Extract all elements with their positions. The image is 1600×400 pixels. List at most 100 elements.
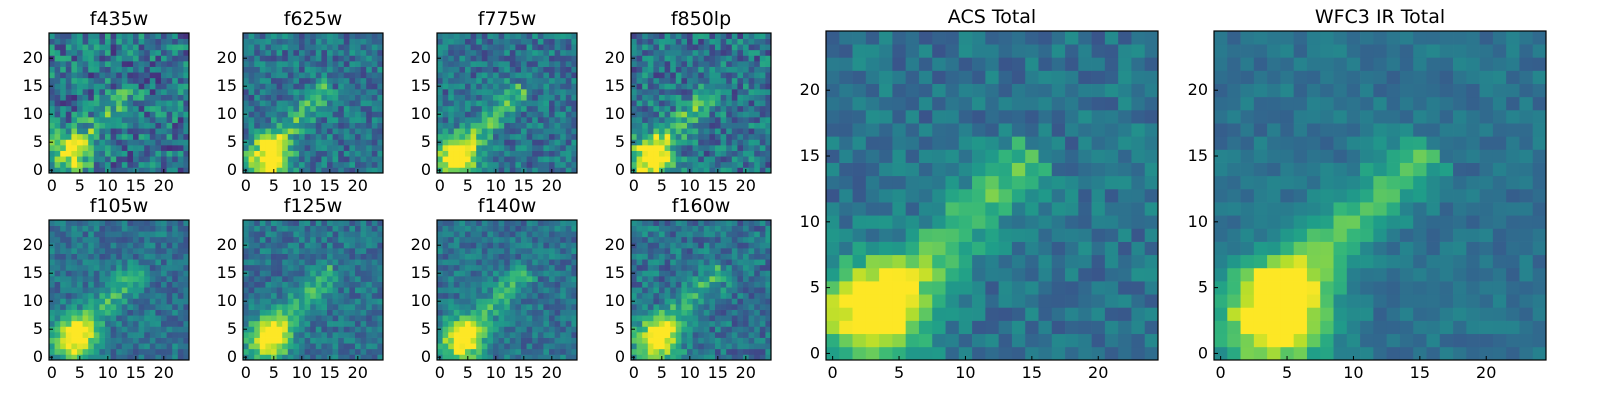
heatmap-cell xyxy=(371,259,378,266)
heatmap-cell xyxy=(754,298,761,305)
heatmap-cell xyxy=(287,270,294,277)
heatmap-cell xyxy=(565,287,572,294)
heatmap-cell xyxy=(144,343,151,350)
heatmap-cell xyxy=(82,128,89,135)
heatmap-cell xyxy=(720,94,727,101)
heatmap-cell xyxy=(338,89,345,95)
heatmap-cell xyxy=(754,167,761,174)
heatmap-cell xyxy=(481,225,488,232)
heatmap-cell xyxy=(664,332,671,338)
heatmap-cell xyxy=(554,128,561,135)
heatmap-cell xyxy=(731,287,738,294)
heatmap-cell xyxy=(371,337,378,344)
heatmap-cell xyxy=(459,61,466,67)
heatmap-cell xyxy=(515,38,522,45)
heatmap-cell xyxy=(647,44,654,51)
heatmap-cell xyxy=(532,49,539,56)
heatmap-cell xyxy=(498,332,505,338)
x-tick-label: 20 xyxy=(154,176,174,195)
heatmap-cell xyxy=(754,276,761,282)
heatmap-cell xyxy=(133,38,139,45)
heatmap-cell xyxy=(442,281,449,288)
heatmap-cell xyxy=(437,276,443,282)
heatmap-cell xyxy=(504,225,511,232)
heatmap-cell xyxy=(675,77,682,84)
heatmap-cell xyxy=(282,133,289,140)
heatmap-cell xyxy=(343,253,350,260)
heatmap-cell xyxy=(459,77,466,84)
heatmap-cell xyxy=(526,276,533,282)
heatmap-cell xyxy=(121,276,128,282)
heatmap-cell xyxy=(709,332,716,338)
heatmap-cell xyxy=(105,139,111,146)
heatmap-cell xyxy=(748,320,755,327)
heatmap-cell xyxy=(149,259,156,266)
heatmap-cell xyxy=(653,49,660,56)
heatmap-cell xyxy=(315,117,322,123)
heatmap-cell xyxy=(537,66,544,73)
heatmap-cell xyxy=(49,287,55,294)
heatmap-cell xyxy=(709,315,716,322)
heatmap-cell xyxy=(515,236,522,243)
heatmap-cell xyxy=(172,315,179,322)
heatmap-cell xyxy=(310,315,317,322)
heatmap-cell xyxy=(631,105,637,112)
heatmap-cell xyxy=(161,55,167,62)
heatmap-cell xyxy=(60,253,67,260)
heatmap-cell xyxy=(166,281,173,288)
heatmap-cell xyxy=(77,122,83,129)
heatmap-cell xyxy=(49,105,55,112)
heatmap-cell xyxy=(149,55,156,62)
heatmap-cell xyxy=(664,55,671,62)
heatmap-cell xyxy=(177,66,184,73)
heatmap-cell xyxy=(715,33,721,39)
heatmap-cell xyxy=(498,264,505,271)
heatmap-cell xyxy=(138,61,145,67)
heatmap-cell xyxy=(521,337,527,344)
heatmap-cell xyxy=(692,49,699,56)
heatmap-cell xyxy=(743,83,749,90)
heatmap-cell xyxy=(537,276,544,282)
heatmap-cell xyxy=(481,44,488,51)
heatmap-cell xyxy=(149,225,156,232)
heatmap-cell xyxy=(155,231,162,238)
heatmap-cell xyxy=(49,66,55,73)
heatmap-cell xyxy=(254,117,261,123)
heatmap-cell xyxy=(60,304,67,310)
heatmap-cell xyxy=(743,326,749,333)
heatmap-cell xyxy=(377,220,384,226)
heatmap-cell xyxy=(442,326,449,333)
heatmap-cell xyxy=(465,248,471,254)
heatmap-cell xyxy=(526,33,533,39)
heatmap-cell xyxy=(720,354,727,361)
heatmap-cell xyxy=(121,253,128,260)
heatmap-cell xyxy=(453,156,460,163)
heatmap-cell xyxy=(681,161,688,168)
heatmap-cell xyxy=(565,320,572,327)
heatmap-cell xyxy=(343,320,350,327)
heatmap-cell xyxy=(549,231,555,238)
heatmap-cell xyxy=(371,231,378,238)
heatmap-cell xyxy=(554,94,561,101)
heatmap-cell xyxy=(144,83,151,90)
heatmap-cell xyxy=(765,72,772,79)
heatmap-cell xyxy=(172,253,179,260)
heatmap-cell xyxy=(338,348,345,355)
heatmap-cell xyxy=(321,150,328,157)
heatmap-cell xyxy=(759,61,766,67)
heatmap-cell xyxy=(487,337,494,344)
heatmap-cell xyxy=(715,55,721,62)
heatmap-cell xyxy=(765,122,772,129)
heatmap-cell xyxy=(121,225,128,232)
heatmap-cell xyxy=(271,287,277,294)
heatmap-cell xyxy=(737,77,744,84)
heatmap-cell xyxy=(504,161,511,168)
heatmap-cell xyxy=(565,167,572,174)
heatmap-cell xyxy=(138,167,145,174)
heatmap-cell xyxy=(371,292,378,299)
heatmap-cell xyxy=(310,100,317,107)
heatmap-cell xyxy=(49,236,55,243)
heatmap-cell xyxy=(476,315,483,322)
heatmap-cell xyxy=(121,304,128,310)
heatmap-cell xyxy=(271,111,277,118)
